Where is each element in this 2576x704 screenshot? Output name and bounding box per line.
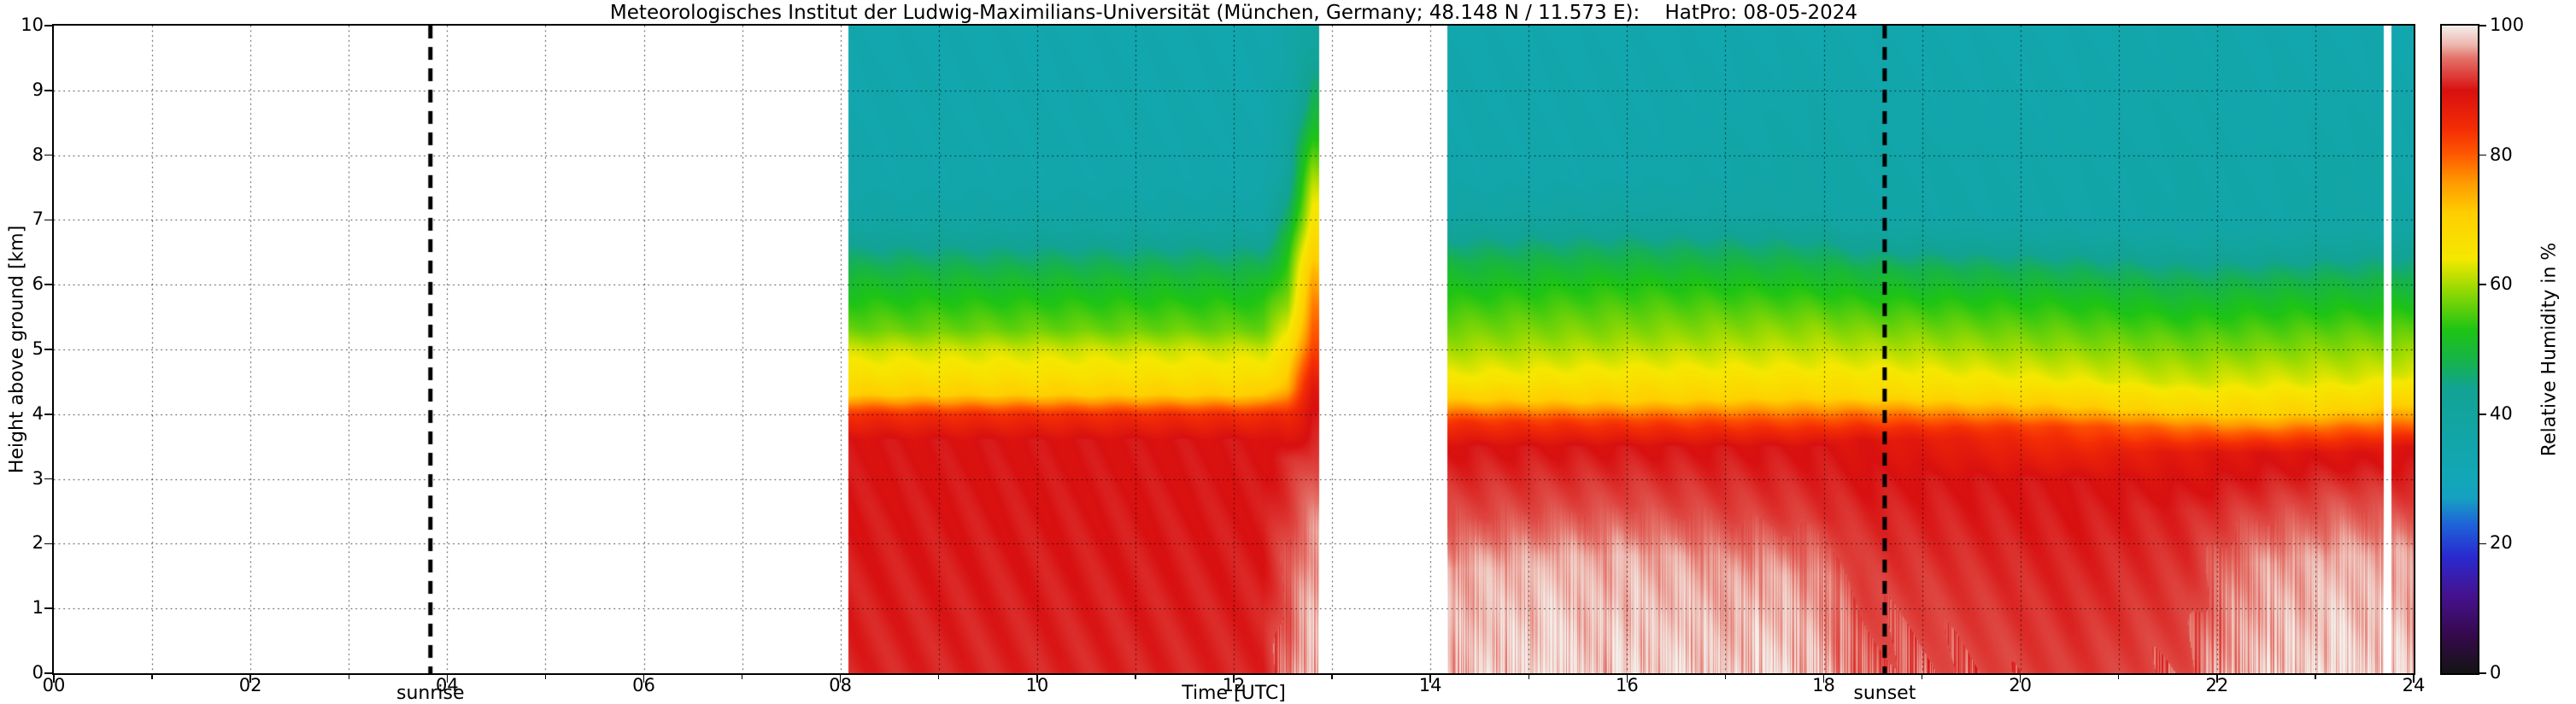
- colorbar: [2440, 24, 2479, 675]
- colorbar-tick-label: 20: [2490, 532, 2513, 554]
- colorbar-gradient-canvas: [2442, 26, 2478, 673]
- x-tick-label: 20: [2009, 675, 2033, 695]
- x-tick-label: 16: [1615, 675, 1639, 695]
- x-tick-mark: [1233, 675, 1235, 683]
- y-tick-label: 1: [32, 597, 44, 619]
- x-tick-mark: [53, 675, 55, 683]
- x-tick-label: 12: [1222, 675, 1246, 695]
- x-tick-label: 10: [1025, 675, 1049, 695]
- colorbar-tick-mark: [2479, 284, 2486, 285]
- x-tick-mark: [1036, 675, 1038, 683]
- y-tick-label: 5: [32, 338, 44, 359]
- x-minor-tick-mark: [544, 675, 546, 679]
- y-tick-mark: [44, 25, 52, 26]
- sunset-annotation-label: sunset: [1853, 683, 1916, 704]
- x-tick-label: 00: [42, 675, 66, 695]
- x-minor-tick-mark: [938, 675, 940, 679]
- y-tick-mark: [44, 90, 52, 91]
- x-tick-mark: [2019, 675, 2021, 683]
- colorbar-tick-mark: [2479, 414, 2486, 415]
- x-tick-label: 22: [2205, 675, 2229, 695]
- x-minor-tick-mark: [151, 675, 153, 679]
- colorbar-tick-mark: [2479, 154, 2486, 156]
- y-tick-label: 8: [32, 144, 44, 165]
- y-tick-label: 6: [32, 273, 44, 295]
- y-tick-label: 3: [32, 467, 44, 489]
- x-tick-mark: [446, 675, 449, 683]
- x-tick-mark: [839, 675, 842, 683]
- x-axis-label: Time [UTC]: [1182, 683, 1286, 704]
- humidity-heatmap-canvas: [54, 26, 2414, 673]
- colorbar-tick-label: 0: [2490, 662, 2502, 683]
- colorbar-tick-label: 40: [2490, 402, 2513, 424]
- x-tick-label: 18: [1812, 675, 1835, 695]
- colorbar-tick-label: 80: [2490, 144, 2513, 165]
- colorbar-label: Relative Humidity in %: [2538, 242, 2561, 457]
- x-tick-label: 06: [632, 675, 655, 695]
- x-tick-mark: [1822, 675, 1825, 683]
- x-minor-tick-mark: [1724, 675, 1726, 679]
- x-tick-mark: [1626, 675, 1628, 683]
- y-tick-label: 0: [32, 662, 44, 683]
- x-tick-mark: [643, 675, 645, 683]
- y-tick-mark: [44, 543, 52, 545]
- y-tick-mark: [44, 478, 52, 480]
- y-tick-mark: [44, 414, 52, 415]
- page-title: Meteorologisches Institut der Ludwig-Max…: [609, 2, 1858, 24]
- y-tick-label: 7: [32, 208, 44, 230]
- x-tick-label: 04: [435, 675, 459, 695]
- x-tick-mark: [249, 675, 251, 683]
- x-tick-label: 14: [1418, 675, 1442, 695]
- y-tick-label: 2: [32, 532, 44, 554]
- x-minor-tick-mark: [1331, 675, 1333, 679]
- y-tick-mark: [44, 672, 52, 674]
- plot-area: [52, 24, 2415, 675]
- colorbar-tick-mark: [2479, 672, 2486, 674]
- colorbar-tick-mark: [2479, 543, 2486, 545]
- x-tick-label: 08: [829, 675, 853, 695]
- colorbar-tick-label: 100: [2490, 15, 2525, 35]
- y-tick-mark: [44, 607, 52, 609]
- colorbar-tick-mark: [2479, 25, 2486, 26]
- y-tick-mark: [44, 284, 52, 285]
- x-tick-mark: [2216, 675, 2218, 683]
- y-tick-label: 10: [21, 15, 44, 35]
- y-tick-mark: [44, 349, 52, 350]
- y-tick-mark: [44, 219, 52, 221]
- y-tick-mark: [44, 154, 52, 156]
- y-tick-label: 9: [32, 79, 44, 100]
- x-tick-label: 24: [2402, 675, 2426, 695]
- y-tick-label: 4: [32, 402, 44, 424]
- x-tick-label: 02: [238, 675, 262, 695]
- sunrise-annotation-label: sunrise: [396, 683, 465, 704]
- x-minor-tick-mark: [2118, 675, 2120, 679]
- x-tick-mark: [1429, 675, 1431, 683]
- x-tick-mark: [2413, 675, 2415, 683]
- colorbar-tick-label: 60: [2490, 273, 2513, 295]
